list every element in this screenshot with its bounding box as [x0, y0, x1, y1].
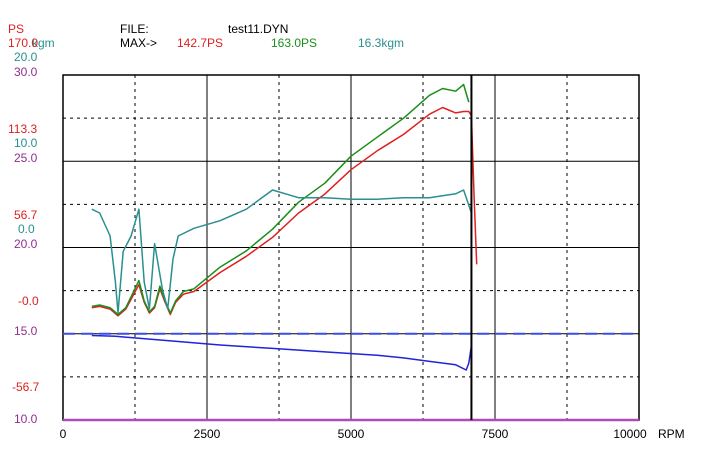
series-layer — [91, 83, 478, 371]
x-tick-label: 0 — [60, 427, 67, 441]
max-kgm: 16.3kgm — [358, 36, 404, 50]
y-label-purple: 20.0 — [14, 237, 38, 251]
y-label-purple: 25.0 — [14, 151, 38, 165]
ps-green-series — [91, 83, 470, 316]
x-axis-label: RPM — [658, 427, 685, 441]
y-label-purple: 10.0 — [14, 412, 38, 426]
ps-red-series — [91, 106, 478, 317]
x-ticks: 0 2500 5000 7500 10000 — [60, 427, 647, 441]
torque-series — [91, 189, 473, 314]
y-label-purple: 15.0 — [14, 324, 38, 338]
y-label-kgm: 0.0 — [18, 222, 35, 236]
reference-lines — [63, 332, 639, 422]
y-label-ps: 113.3 — [8, 122, 37, 136]
x-tick-label: 7500 — [482, 427, 509, 441]
max-ps-red: 142.7PS — [177, 36, 223, 50]
x-tick-label: 10000 — [613, 427, 647, 441]
y-labels-top: 170.0 20.0 30.0 — [8, 36, 38, 79]
afr-series — [91, 334, 473, 371]
y-label-ps: -0.0 — [18, 294, 39, 308]
y-label-ps: 170.0 — [8, 36, 38, 50]
max-ps-green: 163.0PS — [271, 36, 317, 50]
y-labels-3: 56.7 0.0 20.0 — [14, 208, 38, 251]
x-tick-label: 5000 — [338, 427, 365, 441]
y-label-purple: 30.0 — [14, 65, 38, 79]
x-tick-label: 2500 — [194, 427, 221, 441]
ps-unit-label: PS — [8, 22, 24, 36]
y-label-kgm: 20.0 — [14, 50, 38, 64]
file-label: FILE: — [120, 22, 149, 36]
y-labels-5: -56.7 10.0 — [12, 380, 40, 426]
y-label-ps: -56.7 — [12, 380, 40, 394]
kgm-unit-label: kgm — [32, 36, 55, 50]
max-label: MAX-> — [120, 36, 157, 50]
y-labels-4: -0.0 15.0 — [14, 294, 39, 338]
y-label-ps: 56.7 — [14, 208, 38, 222]
file-name: test11.DYN — [228, 22, 288, 36]
y-label-kgm: 10.0 — [14, 136, 38, 150]
y-labels-2: 113.3 10.0 25.0 — [8, 122, 38, 165]
